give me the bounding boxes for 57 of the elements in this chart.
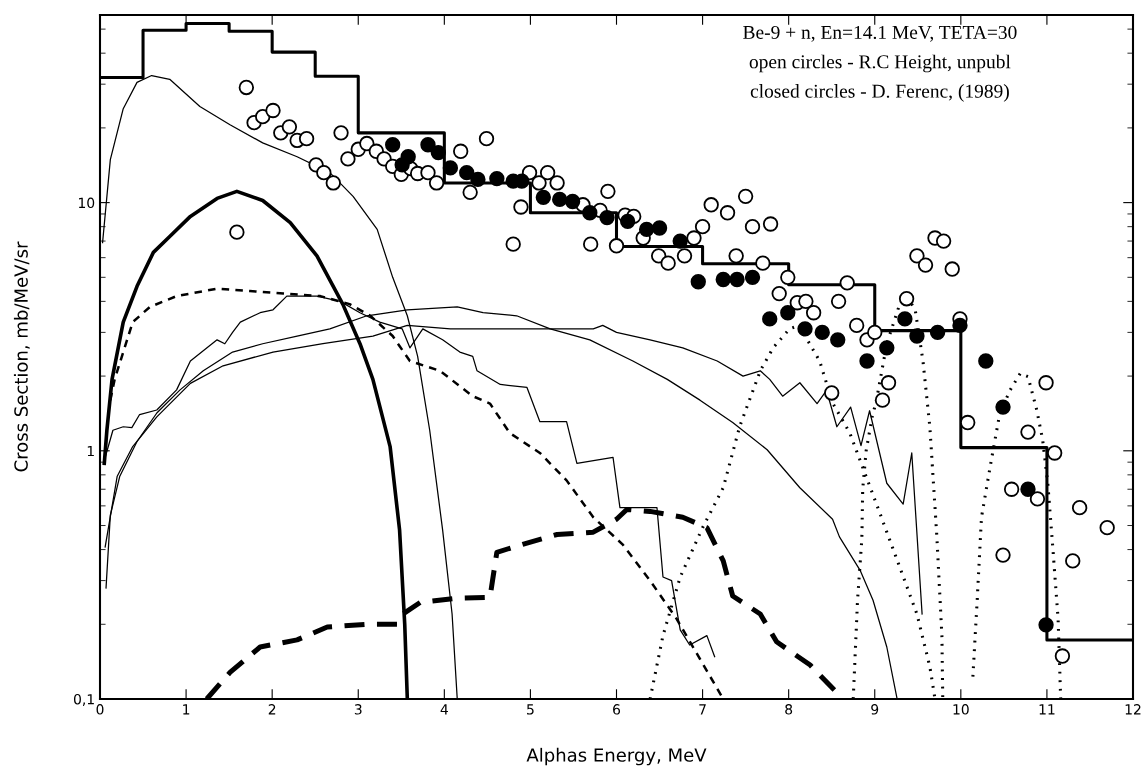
- annotation: closed circles - D. Ferenc, (1989): [750, 84, 1009, 102]
- point: [729, 271, 745, 288]
- y-tick-label: 0,1: [73, 693, 94, 706]
- point: [879, 340, 895, 356]
- point: [897, 311, 913, 327]
- x-tick-label: 4: [440, 704, 448, 715]
- point: [564, 193, 581, 210]
- point: [995, 399, 1011, 415]
- point: [830, 332, 846, 348]
- point: [552, 191, 568, 208]
- x-tick-label: 1: [183, 704, 190, 715]
- x-tick-label: 5: [527, 704, 534, 715]
- point: [715, 271, 731, 288]
- point: [814, 324, 830, 341]
- point: [394, 157, 410, 173]
- x-tick-label: 0: [96, 704, 104, 715]
- annotation: Be-9 + n, En=14.1 MeV, TETA=30: [743, 25, 1017, 42]
- point: [690, 274, 706, 290]
- x-tick-label: 9: [871, 704, 879, 715]
- x-tick-label: 2: [268, 704, 276, 715]
- point: [1020, 481, 1036, 497]
- point: [470, 171, 486, 188]
- point: [780, 305, 796, 321]
- point: [859, 353, 875, 369]
- point: [651, 220, 668, 236]
- point: [638, 221, 655, 238]
- point: [620, 213, 636, 230]
- point: [420, 137, 436, 153]
- x-tick-label: 3: [354, 704, 362, 715]
- x-tick-label: 6: [613, 704, 621, 715]
- point: [430, 144, 446, 161]
- point: [762, 311, 778, 327]
- x-axis-title: Alphas Energy, MeV: [526, 747, 707, 766]
- point: [582, 205, 598, 221]
- y-axis-title: Cross Section, mb/MeV/sr: [13, 241, 30, 472]
- point: [929, 324, 946, 341]
- x-tick-label: 7: [699, 704, 706, 715]
- point: [442, 160, 459, 176]
- point: [672, 233, 688, 249]
- point: [1038, 617, 1054, 633]
- annotation: open circles - R.C Height, unpubl: [749, 54, 1011, 73]
- x-tick-label: 12: [1125, 704, 1141, 715]
- point: [952, 317, 968, 334]
- x-tick-label: 8: [785, 704, 793, 715]
- y-tick-label: 10: [78, 197, 95, 209]
- x-tick-label: 11: [1039, 704, 1055, 715]
- point: [978, 353, 994, 369]
- point: [535, 189, 552, 206]
- point: [489, 170, 505, 187]
- x-tick-label: 10: [953, 704, 969, 715]
- point: [599, 209, 615, 226]
- point: [744, 269, 761, 285]
- point: [385, 137, 401, 153]
- point: [459, 165, 475, 181]
- point: [797, 321, 813, 337]
- point: [909, 328, 925, 344]
- y-tick-label: 1: [87, 445, 94, 457]
